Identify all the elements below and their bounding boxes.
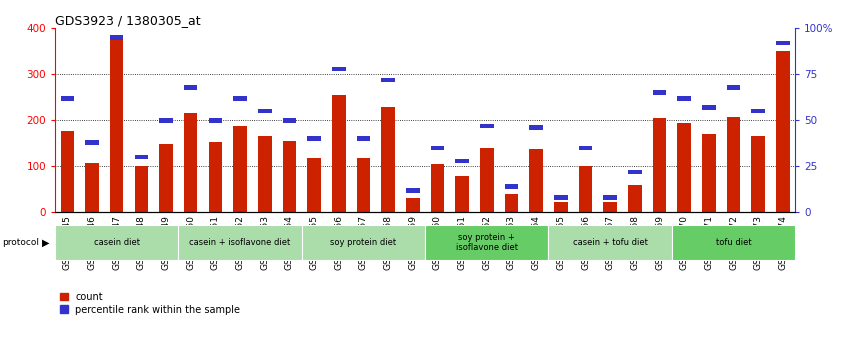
Bar (382, 107, 395, 212)
Text: GDS3923 / 1380305_at: GDS3923 / 1380305_at (55, 14, 201, 27)
Bar (505, 184, 519, 189)
Bar (283, 141, 296, 212)
Bar (751, 109, 765, 114)
Text: casein + isoflavone diet: casein + isoflavone diet (190, 238, 291, 247)
Bar (603, 195, 617, 200)
Bar (209, 118, 222, 123)
Text: soy protein diet: soy protein diet (331, 238, 397, 247)
Bar (110, 35, 124, 212)
Bar (61, 96, 74, 101)
Bar (302, 225, 425, 260)
Bar (672, 225, 795, 260)
Bar (283, 118, 296, 123)
Bar (110, 35, 124, 40)
Bar (406, 188, 420, 193)
Bar (579, 166, 592, 212)
Bar (233, 96, 247, 101)
Text: ▶: ▶ (42, 238, 50, 247)
Bar (727, 117, 740, 212)
Bar (233, 126, 247, 212)
Bar (628, 170, 641, 174)
Bar (653, 91, 667, 95)
Text: casein diet: casein diet (94, 238, 140, 247)
Bar (307, 137, 321, 141)
Bar (678, 123, 691, 212)
Bar (357, 158, 371, 212)
Bar (307, 158, 321, 212)
Bar (184, 85, 197, 90)
Text: soy protein +
isoflavone diet: soy protein + isoflavone diet (456, 233, 518, 252)
Bar (332, 95, 345, 212)
Bar (505, 194, 519, 212)
Legend: count, percentile rank within the sample: count, percentile rank within the sample (60, 292, 240, 314)
Bar (209, 142, 222, 212)
Bar (628, 185, 641, 212)
Bar (61, 131, 74, 212)
Bar (135, 166, 148, 212)
Bar (480, 124, 493, 128)
Bar (179, 225, 302, 260)
Bar (776, 41, 789, 45)
Text: tofu diet: tofu diet (716, 238, 751, 247)
Bar (480, 148, 493, 212)
Bar (653, 118, 667, 212)
Bar (425, 225, 548, 260)
Bar (530, 125, 543, 130)
Bar (554, 202, 568, 212)
Bar (776, 51, 789, 212)
Bar (455, 176, 469, 212)
Bar (382, 78, 395, 82)
Bar (85, 163, 99, 212)
Bar (258, 137, 272, 212)
Text: protocol: protocol (2, 238, 39, 247)
Bar (702, 134, 716, 212)
Bar (431, 146, 444, 150)
Bar (702, 105, 716, 110)
Bar (258, 109, 272, 114)
Bar (431, 164, 444, 212)
Bar (85, 140, 99, 145)
Bar (548, 225, 672, 260)
Bar (455, 159, 469, 163)
Bar (135, 155, 148, 160)
Bar (751, 137, 765, 212)
Bar (55, 225, 179, 260)
Text: casein + tofu diet: casein + tofu diet (573, 238, 648, 247)
Bar (603, 202, 617, 212)
Bar (554, 195, 568, 200)
Bar (184, 114, 197, 212)
Bar (332, 67, 345, 71)
Bar (727, 85, 740, 90)
Bar (406, 198, 420, 212)
Bar (678, 96, 691, 101)
Bar (530, 149, 543, 212)
Bar (579, 146, 592, 150)
Bar (159, 144, 173, 212)
Bar (159, 118, 173, 123)
Bar (357, 137, 371, 141)
